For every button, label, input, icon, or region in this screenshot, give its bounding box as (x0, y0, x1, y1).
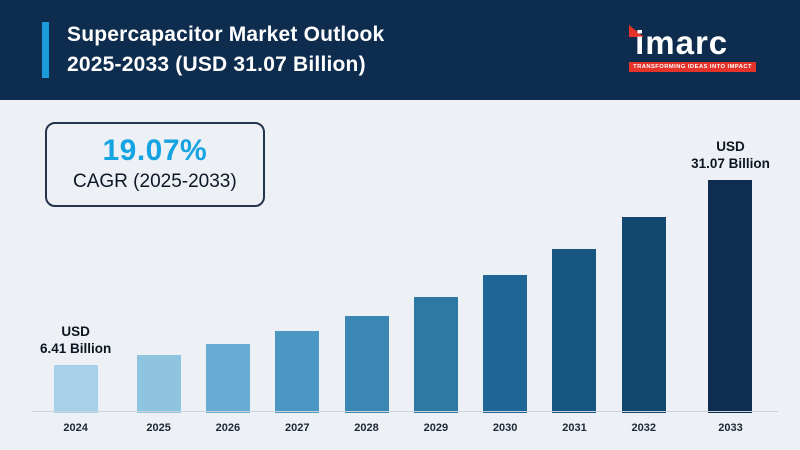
x-axis-baseline (32, 411, 778, 412)
header: Supercapacitor Market Outlook 2025-2033 … (0, 0, 800, 100)
bar-column-2024: USD 6.41 Billion 2024 (40, 324, 111, 436)
bar-column-2028: 2028 (344, 316, 389, 436)
page-title: Supercapacitor Market Outlook 2025-2033 … (67, 20, 384, 80)
x-axis-label-2033: 2033 (718, 422, 743, 434)
bar-2029 (413, 297, 458, 413)
bar-2027 (275, 331, 320, 413)
cagr-label: CAGR (2025-2033) (73, 171, 237, 192)
bar-column-2027: 2027 (275, 331, 320, 436)
title-line-1: Supercapacitor Market Outlook (67, 23, 385, 46)
bar-2032 (621, 217, 666, 413)
bar-value-label-2024: USD 6.41 Billion (40, 324, 112, 357)
bar-value-label-2033: USD 31.07 Billion (691, 139, 770, 172)
bar-2026 (205, 344, 250, 413)
x-axis-label-2026: 2026 (215, 422, 241, 434)
cagr-box: 19.07% CAGR (2025-2033) (45, 122, 265, 207)
title-line-2: 2025-2033 (USD 31.07 Billion) (67, 53, 366, 76)
x-axis-label-2027: 2027 (284, 422, 310, 434)
chart-area: 19.07% CAGR (2025-2033) USD 6.41 Billion 2… (0, 100, 800, 450)
x-axis-label-2029: 2029 (423, 422, 449, 434)
bar-2024 (53, 365, 98, 413)
x-axis-label-2030: 2030 (492, 422, 518, 434)
logo-row: imarc (629, 24, 729, 61)
bar-2033 (708, 180, 753, 413)
logo-tagline: TRANSFORMING IDEAS INTO IMPACT (629, 62, 756, 72)
x-axis-label-2031: 2031 (562, 422, 587, 434)
x-axis-label-2024: 2024 (63, 422, 88, 434)
bar-column-2026: 2026 (205, 344, 250, 436)
imarc-logo: imarc TRANSFORMING IDEAS INTO IMPACT (629, 24, 756, 72)
bar-column-2033: USD 31.07 Billion 2033 (691, 139, 770, 436)
bar-2028 (344, 316, 389, 413)
bar-chart: USD 6.41 Billion 2024 2025 2026 2027 2028 2029 2… (32, 128, 778, 436)
cagr-value: 19.07% (102, 134, 208, 167)
logo-triangle-icon (629, 25, 645, 37)
bar-column-2031: 2031 (552, 249, 597, 436)
bar-2031 (552, 249, 597, 413)
bar-column-2025: 2025 (136, 355, 181, 436)
x-axis-label-2032: 2032 (631, 422, 657, 434)
x-axis-label-2025: 2025 (146, 422, 171, 434)
bar-2030 (483, 275, 528, 413)
title-accent-bar (42, 22, 49, 78)
bar-2025 (136, 355, 181, 413)
x-axis-label-2028: 2028 (354, 422, 379, 434)
logo-text: imarc (635, 24, 729, 61)
bar-column-2029: 2029 (413, 297, 458, 436)
bar-column-2030: 2030 (483, 275, 528, 436)
bar-column-2032: 2032 (621, 217, 666, 436)
